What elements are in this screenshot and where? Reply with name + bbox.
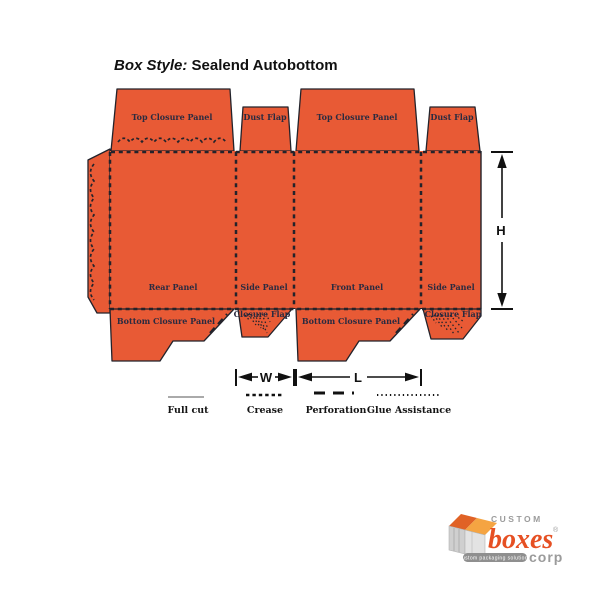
label-bottom-closure-panel-1: Bottom Closure Panel <box>117 316 215 326</box>
label-side-panel-2: Side Panel <box>427 282 474 292</box>
legend-glue-assistance-label: Glue Assistance <box>367 405 451 416</box>
logo-word-custom: CUSTOM <box>491 514 543 524</box>
width-dimension: W <box>235 369 295 386</box>
closure-flap-2-glue-dots <box>430 314 465 335</box>
bottom-closure-panel-1 <box>109 308 235 362</box>
label-closure-flap-1: Closure Flap <box>234 309 291 319</box>
logo-tagline: custom packaging solutions <box>459 556 531 562</box>
label-width: W <box>260 370 273 385</box>
label-height: H <box>496 223 505 238</box>
logo-registered-mark: ® <box>553 526 559 534</box>
label-front-panel: Front Panel <box>331 282 383 292</box>
logo-tagline-banner <box>463 553 527 562</box>
label-length: L <box>354 370 362 385</box>
company-logo: CUSTOM boxes ® custom packaging solution… <box>448 514 563 565</box>
height-dimension: H <box>491 151 513 310</box>
label-dust-flap-1: Dust Flap <box>243 112 287 122</box>
legend-crease-label: Crease <box>247 405 283 416</box>
label-bottom-closure-panel-2: Bottom Closure Panel <box>302 316 400 326</box>
label-dust-flap-2: Dust Flap <box>430 112 474 122</box>
bottom-panel-1-diagonal-crease <box>209 313 228 334</box>
glue-flap-perforation <box>89 163 96 301</box>
logo-word-boxes: boxes <box>488 524 553 555</box>
main-body-panels <box>110 151 481 309</box>
legend-perforation-label: Perforation <box>306 405 367 416</box>
box-style-name: Sealend Autobottom <box>191 57 338 74</box>
label-closure-flap-2: Closure Flap <box>425 309 482 319</box>
box-icon <box>448 514 497 557</box>
legend-full-cut-label: Full cut <box>167 405 209 416</box>
page-title: Box Style: Sealend Autobottom <box>114 57 338 74</box>
label-top-closure-panel-1: Top Closure Panel <box>132 112 213 122</box>
bottom-panel-2-diagonal-crease <box>395 313 414 334</box>
closure-flap-1-glue-dots <box>244 313 271 334</box>
box-style-prefix: Box Style: <box>114 57 188 74</box>
length-dimension: L <box>295 369 422 386</box>
label-top-closure-panel-2: Top Closure Panel <box>317 112 398 122</box>
legend: Full cut Crease Perforation Glue Assista… <box>167 391 451 416</box>
label-side-panel-1: Side Panel <box>240 282 287 292</box>
glue-flap <box>87 148 111 314</box>
logo-word-corp: corp <box>529 549 563 565</box>
label-rear-panel: Rear Panel <box>149 282 198 292</box>
